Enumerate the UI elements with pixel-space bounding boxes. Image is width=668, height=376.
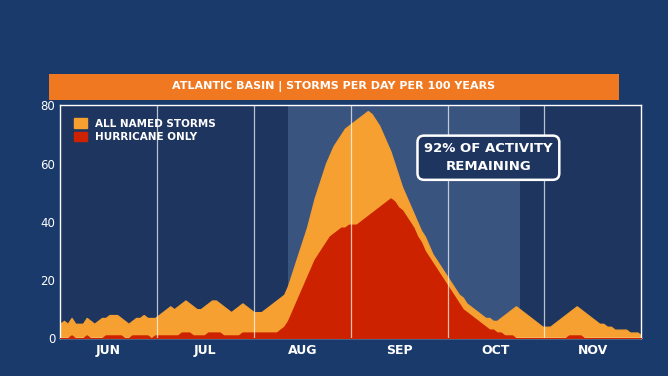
Legend: ALL NAMED STORMS, HURRICANE ONLY: ALL NAMED STORMS, HURRICANE ONLY (71, 115, 219, 145)
Text: TROPICAL CYCLONE FREQUENCY: TROPICAL CYCLONE FREQUENCY (95, 23, 573, 49)
Bar (288, 105, 520, 338)
Text: 92% OF ACTIVITY
REMAINING: 92% OF ACTIVITY REMAINING (424, 142, 552, 173)
Text: ATLANTIC BASIN | STORMS PER DAY PER 100 YEARS: ATLANTIC BASIN | STORMS PER DAY PER 100 … (172, 81, 496, 92)
